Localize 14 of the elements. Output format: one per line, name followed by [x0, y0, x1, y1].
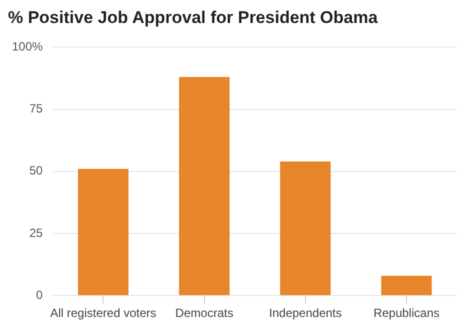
- y-tick-label: 25: [29, 226, 44, 240]
- y-tick-label: 100%: [12, 40, 44, 54]
- y-tick-label: 75: [29, 102, 44, 116]
- x-tick-label: Independents: [269, 306, 342, 320]
- x-tick-label: All registered voters: [50, 306, 156, 320]
- y-tick-label: 50: [29, 164, 44, 178]
- x-tick-label: Republicans: [373, 306, 440, 320]
- bar: [78, 168, 128, 296]
- bar: [381, 276, 432, 296]
- chart-title: % Positive Job Approval for President Obama: [7, 7, 379, 29]
- y-tick-label: 0: [36, 288, 44, 302]
- bar: [280, 161, 331, 296]
- x-tick-label: Democrats: [175, 306, 234, 320]
- bar: [179, 77, 230, 296]
